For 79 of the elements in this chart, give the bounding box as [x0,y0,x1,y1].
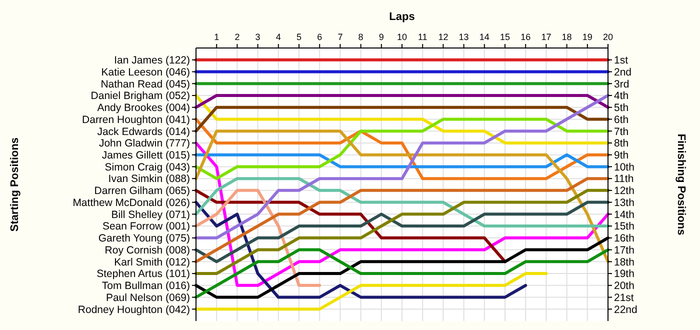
y2-tick-label: 13th [614,196,635,209]
y2-tick-label: 5th [614,102,629,114]
text: John Gladwin (777) [98,138,190,150]
x-tick-label: 8 [358,32,364,42]
text: Matthew McDonald (026) [72,196,190,209]
text: Tom Bullman (016) [102,280,190,292]
x-tick-label: 4 [276,32,281,42]
y2-tick-label: 6th [614,114,629,126]
text: Nathan Read (045) [100,78,190,90]
line-series [194,188,322,287]
y2-tick-label: 2nd [614,66,632,78]
y2-tick-label: 18th [614,256,635,268]
x-tick-label: 18 [562,32,572,42]
text: Ivan Simkin (088) [108,173,190,186]
y2-tick-label: 1st [614,54,628,67]
line-series [194,248,610,299]
y2-tick-label: 4th [614,90,629,102]
line-series [194,200,528,299]
line-series [194,94,610,240]
text: Jack Edwards (014) [97,126,190,138]
y2-tick-label: 10th [614,161,635,174]
x-axis-title: Laps [389,11,415,23]
y2-tick-label: 12th [614,185,635,198]
text: Darren Gilham (065) [94,185,190,198]
text: Rodney Houghton (042) [78,304,190,316]
x-tick-label: 17 [541,32,552,42]
y2-tick-label: 20th [614,280,635,292]
line-series [194,94,610,144]
x-tick-label: 20 [602,32,614,42]
text: Paul Nelson (069) [106,292,190,304]
x-tick-label: 11 [418,32,428,42]
line-series [194,177,610,264]
x-tick-label: 1 [214,32,220,42]
line-series [194,272,548,311]
y2-tick-label: 3rd [614,78,630,90]
text: Katie Leeson (046) [101,66,190,78]
x-tick-label: 9 [378,32,384,42]
line-series [194,188,610,276]
text: Daniel Brigham (052) [90,90,190,102]
y2-tick-label: 19th [614,268,635,280]
text: Gareth Young (075) [98,232,190,245]
x-tick-label: 16 [520,32,531,42]
line-series [194,118,610,180]
line-series [194,200,610,264]
y2-tick-label: 22nd [614,304,638,316]
y2-tick-label: 15th [614,220,635,233]
x-tick-label: 13 [458,32,469,42]
y2-tick-label: 14th [614,208,635,221]
text: James Gillett (015) [102,150,190,162]
x-tick-label: 6 [317,32,322,42]
x-tick-label: 2 [234,32,240,42]
x-tick-label: 15 [500,32,510,42]
y2-tick-label: 11th [614,173,634,186]
y2-tick-label: 17th [614,244,635,256]
y2-tick-label: 7th [614,126,629,138]
x-tick-label: 14 [479,32,490,42]
y2-tick-label: 16th [614,232,635,245]
y2-tick-label: 21st [614,292,634,304]
x-tick-label: 7 [338,32,343,42]
text: Karl Smith (012) [114,256,190,268]
x-tick-label: 10 [396,32,408,42]
y2-tick-label: 9th [614,150,629,162]
text: Stephen Artus (101) [96,268,190,280]
x-tick-label: 5 [296,32,302,42]
x-tick-label: 12 [438,32,448,42]
y2-axis-title: Finishing Positions [675,134,687,236]
text: Bill Shelley (071) [111,208,190,221]
text: Roy Cornish (008) [104,244,190,256]
text: Darren Houghton (041) [82,114,190,126]
text: Andy Brookes (004) [97,102,190,114]
y2-tick-label: 8th [614,138,629,150]
line-series [194,130,610,264]
text: Starting Positions [9,137,21,232]
line-series [194,177,610,228]
text: Ian James (122) [114,54,190,67]
text: Sean Forrow (001) [102,220,190,233]
x-tick-label: 19 [582,32,592,42]
text: Simon Craig (043) [104,161,190,174]
x-tick-label: 3 [255,32,260,42]
